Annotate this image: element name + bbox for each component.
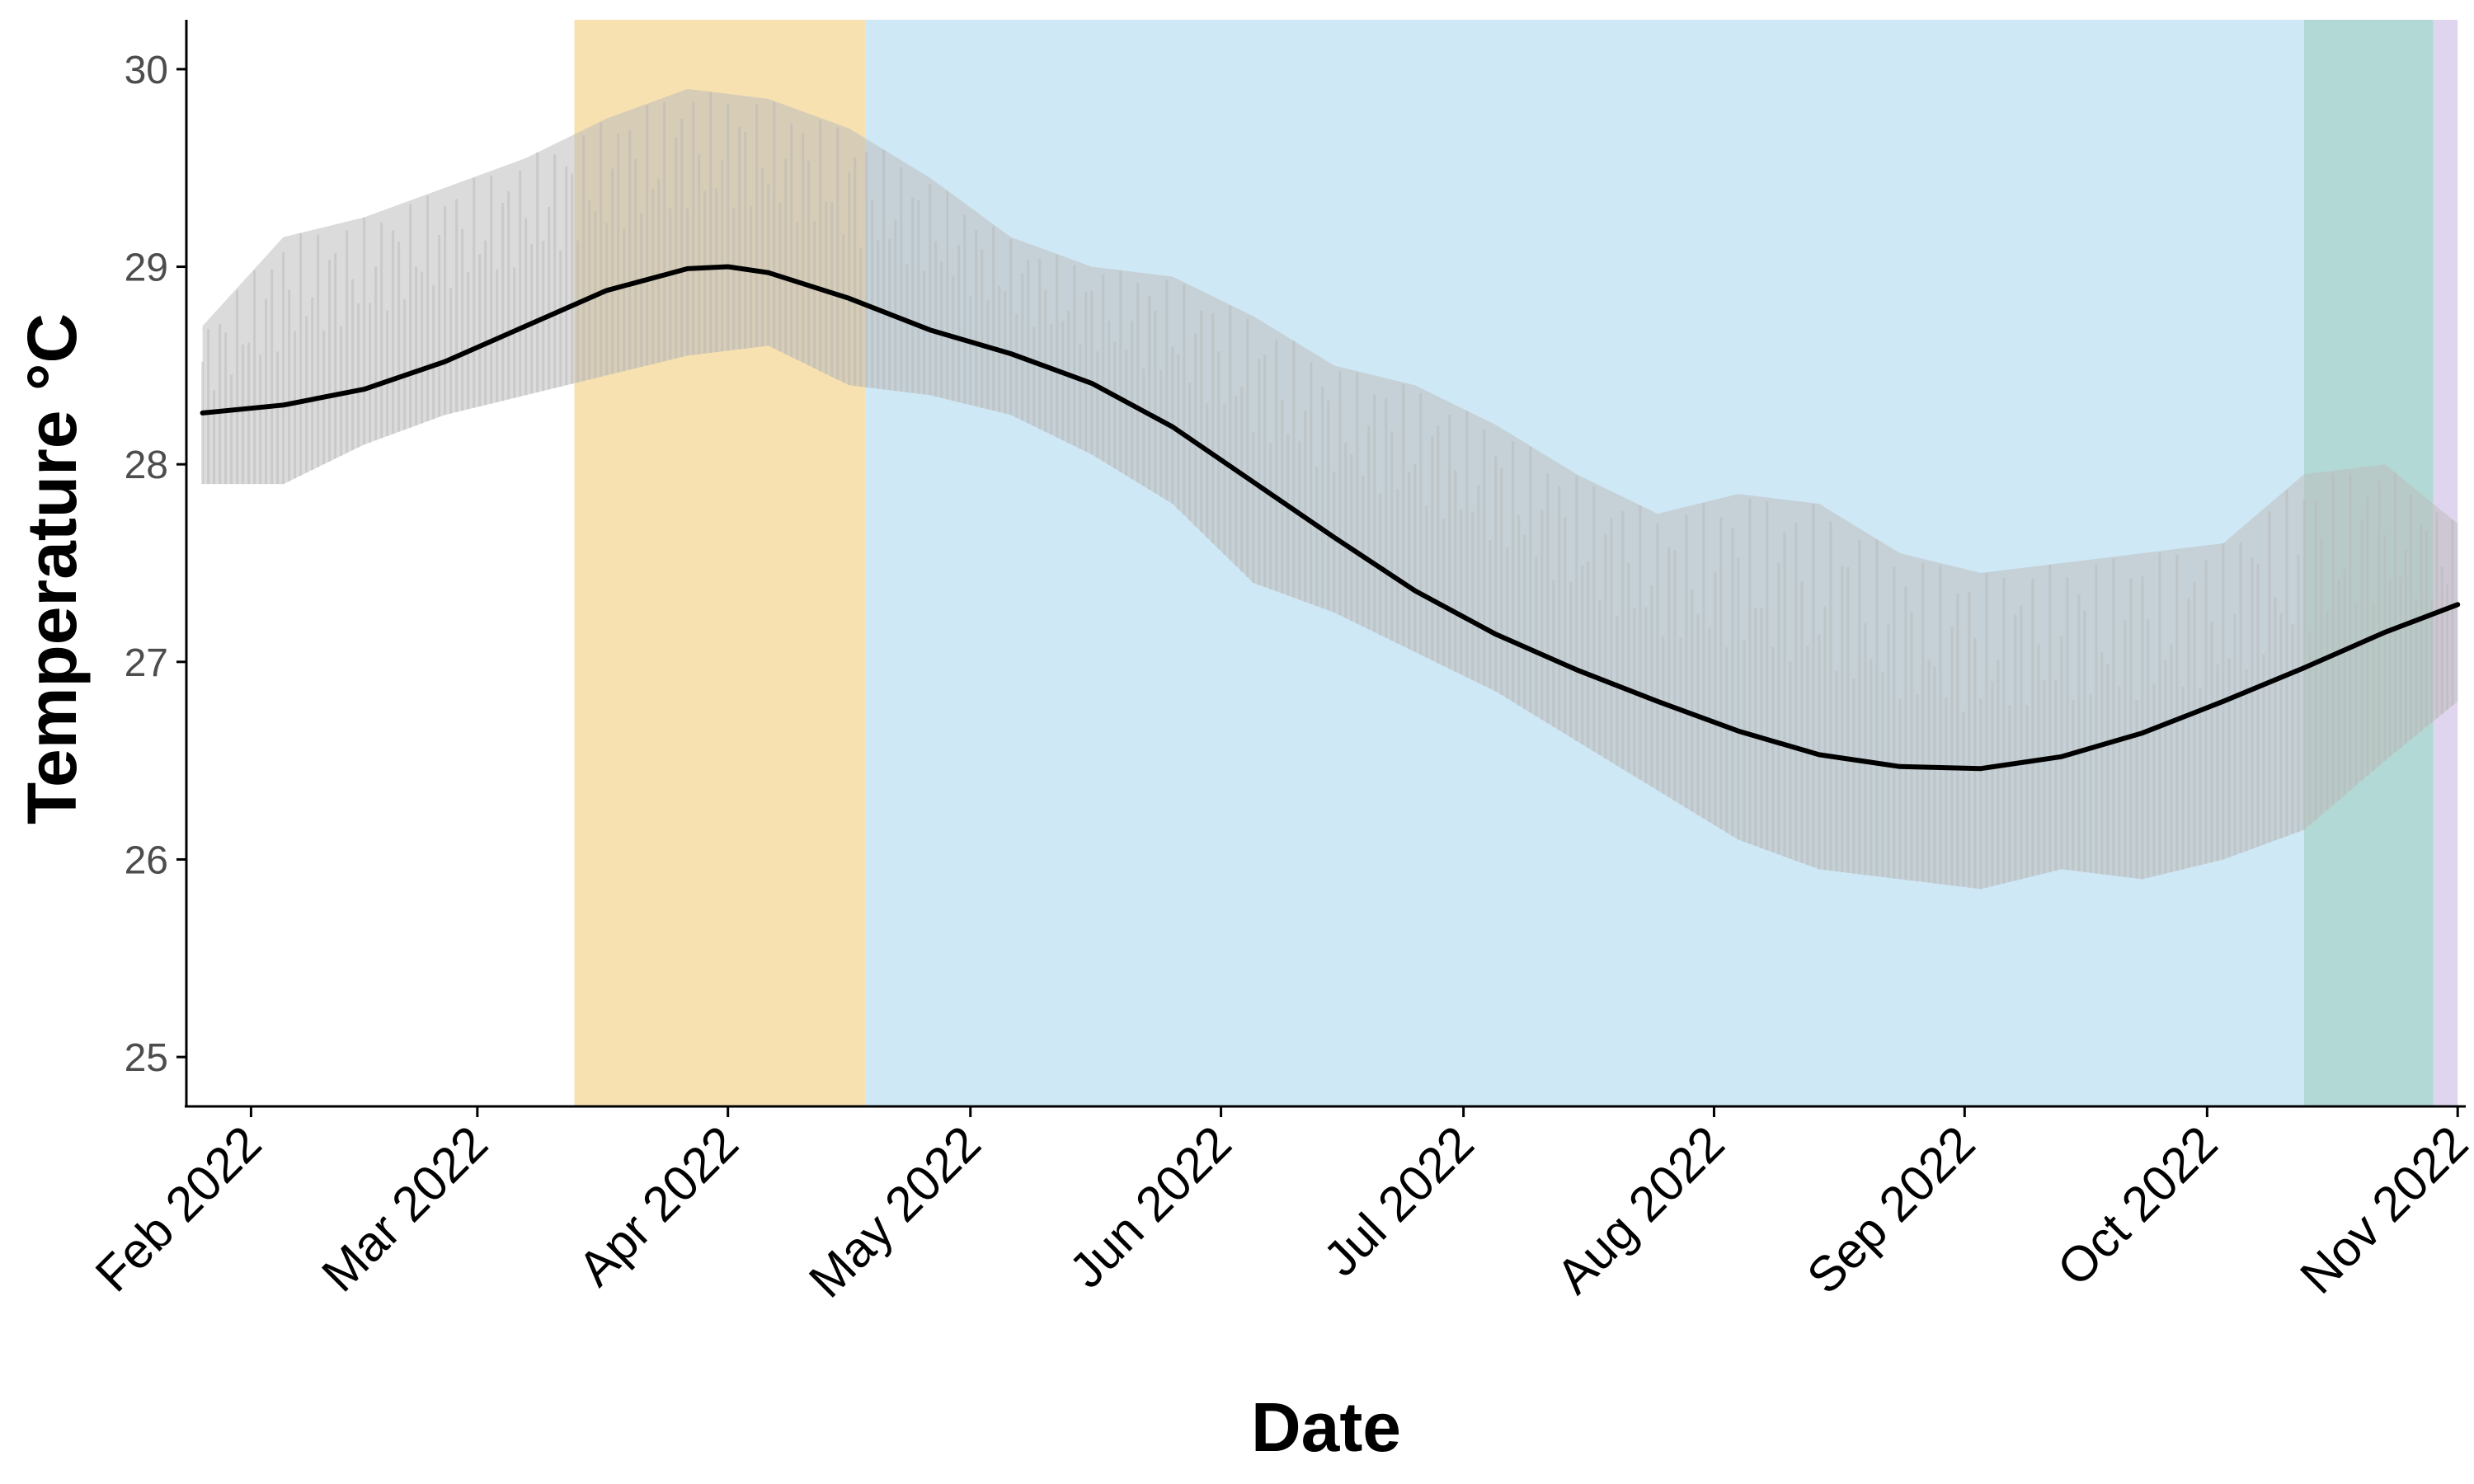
y-tick-label: 28 <box>125 444 168 487</box>
x-tick-label: Oct 2022 <box>2047 1115 2228 1297</box>
x-tick-label: Nov 2022 <box>2289 1115 2474 1304</box>
x-tick-label: Mar 2022 <box>311 1115 498 1303</box>
x-tick-label: Jun 2022 <box>1059 1115 1242 1298</box>
y-tick-label: 27 <box>125 641 168 685</box>
y-axis-title: Temperature °C <box>13 313 91 824</box>
x-tick-label: May 2022 <box>798 1115 991 1308</box>
y-tick-label: 25 <box>125 1036 168 1080</box>
x-tick-label: Apr 2022 <box>567 1115 749 1297</box>
y-tick-label: 30 <box>125 49 168 92</box>
x-tick-label: Sep 2022 <box>1796 1115 1985 1304</box>
x-axis-title: Date <box>1251 1388 1401 1466</box>
x-tick-label: Feb 2022 <box>85 1115 272 1303</box>
y-ticks: 25 26 27 28 29 30 <box>125 49 186 1080</box>
x-tick-label: Aug 2022 <box>1546 1115 1735 1304</box>
axes <box>185 20 2466 1108</box>
trend-line-layer <box>200 264 2461 772</box>
trend-line <box>200 264 2461 772</box>
x-tick-label: Jul 2022 <box>1313 1115 1484 1287</box>
x-ticks: Feb 2022 Mar 2022 Apr 2022 May 2022 Jun 2022… <box>85 1106 2474 1308</box>
raw-observations-area <box>202 88 2458 890</box>
y-tick-label: 26 <box>125 838 168 882</box>
y-tick-label: 29 <box>125 247 168 290</box>
raw-observations-band <box>201 88 2458 890</box>
